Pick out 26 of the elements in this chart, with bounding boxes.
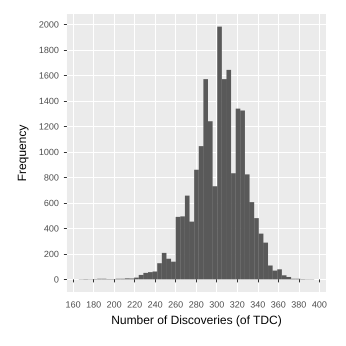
x-tick-label: 260 (168, 300, 184, 310)
y-tick-label: 600 (44, 198, 59, 208)
y-axis-title: Frequency (15, 124, 29, 182)
x-tick-label: 220 (127, 300, 142, 310)
x-tick-label: 380 (291, 300, 306, 310)
y-tick-label: 1800 (38, 45, 59, 56)
y-tick-label: 1200 (38, 122, 59, 132)
y-tick-label: 1000 (38, 146, 59, 157)
x-tick-label: 300 (209, 300, 224, 310)
x-tick-label: 320 (230, 300, 245, 310)
y-tick-label: 2000 (38, 20, 59, 30)
x-tick-label: 400 (312, 300, 327, 310)
x-tick-label: 240 (148, 300, 163, 310)
x-tick-label: 200 (106, 300, 122, 310)
x-tick-label: 280 (188, 300, 204, 310)
y-tick-label: 0 (54, 274, 59, 284)
x-tick-label: 160 (66, 300, 81, 310)
x-tick-label: 360 (270, 300, 286, 310)
y-tick-label: 200 (44, 248, 59, 259)
x-axis-title: Number of Discoveries (of TDC) (111, 313, 282, 327)
y-tick-label: 400 (44, 223, 59, 234)
x-tick-label: 340 (250, 300, 266, 310)
x-tick-label: 180 (86, 300, 102, 310)
y-tick-label: 800 (44, 172, 59, 182)
y-tick-label: 1600 (38, 70, 59, 81)
y-tick-label: 1400 (38, 96, 59, 106)
